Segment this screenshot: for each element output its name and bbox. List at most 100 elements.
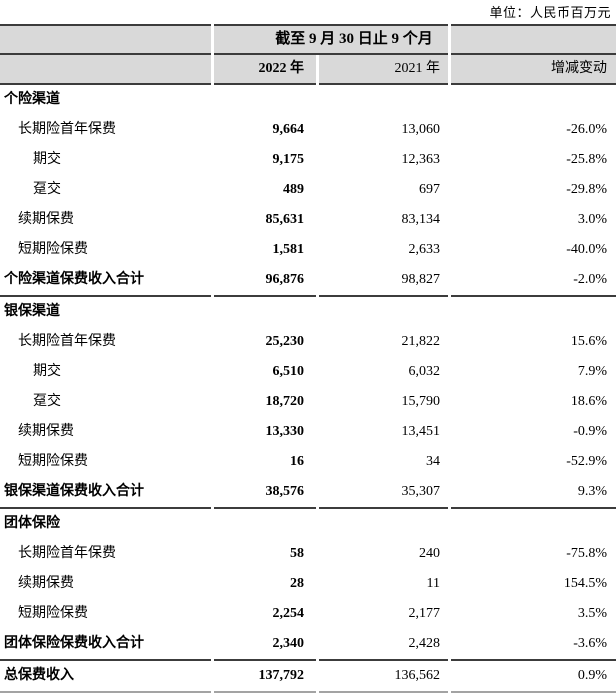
data-row: 续期保费 13,330 13,451 -0.9%: [0, 417, 616, 447]
value-2022-cell: 85,631: [265, 212, 305, 227]
column-header-change: 增减变动: [451, 55, 616, 85]
column-header-row: 2022 年 2021 年 增减变动: [0, 55, 616, 85]
row-label-cell: 长期险首年保费: [18, 122, 116, 137]
change-cell: 18.6%: [570, 394, 608, 409]
data-row: 续期保费 28 11 154.5%: [0, 569, 616, 599]
total-2022-cell: 137,792: [214, 659, 316, 693]
data-row: 趸交 489 697 -29.8%: [0, 175, 616, 205]
value-2022-cell: 1,581: [272, 242, 305, 257]
column-header-2021: 2021 年: [319, 55, 449, 85]
data-row: 团体保险保费收入合计 2,340 2,428 -3.6%: [0, 629, 616, 659]
value-2021-cell: 12,363: [401, 152, 441, 167]
change-cell: 15.6%: [570, 334, 608, 349]
value-2022-cell: 9,175: [272, 152, 305, 167]
row-label-cell: 期交: [33, 152, 61, 167]
change-cell: -26.0%: [566, 122, 608, 137]
data-row: 短期险保费 2,254 2,177 3.5%: [0, 599, 616, 629]
data-row: 趸交 18,720 15,790 18.6%: [0, 387, 616, 417]
value-2021-cell: 11: [426, 576, 441, 591]
value-2021-cell: 697: [419, 182, 441, 197]
section-title-cell: 银保渠道: [0, 295, 211, 327]
value-2022-cell: 2,340: [272, 636, 305, 651]
row-label-cell: 续期保费: [18, 424, 74, 439]
value-2021-cell: 83,134: [401, 212, 441, 227]
value-2022-cell: 25,230: [265, 334, 305, 349]
header-spacer-cell: [0, 55, 211, 85]
value-2021-cell: 13,060: [401, 122, 441, 137]
data-row: 短期险保费 16 34 -52.9%: [0, 447, 616, 477]
header-spacer-cell: [0, 24, 211, 55]
period-header-cell: 截至 9 月 30 日止 9 个月: [214, 24, 449, 55]
section-title-cell: 团体保险: [0, 507, 211, 539]
row-label-cell: 短期险保费: [18, 242, 88, 257]
value-2022-cell: 58: [290, 546, 304, 561]
change-cell: 3.5%: [577, 606, 608, 621]
change-cell: -29.8%: [566, 182, 608, 197]
section-header-row: 银保渠道: [0, 295, 616, 327]
value-2021-cell: 6,032: [408, 364, 441, 379]
value-2022-cell: 96,876: [265, 272, 305, 287]
value-2021-cell: 34: [426, 454, 441, 469]
row-label-cell: 趸交: [33, 394, 61, 409]
value-2022-cell: 2,254: [272, 606, 305, 621]
empty-cell: [319, 85, 448, 115]
value-2022-cell: 9,664: [272, 122, 305, 137]
change-cell: -40.0%: [566, 242, 608, 257]
change-cell: 154.5%: [563, 576, 608, 591]
value-2022-cell: 28: [290, 576, 304, 591]
change-cell: -75.8%: [566, 546, 608, 561]
change-cell: -3.6%: [573, 636, 608, 651]
change-cell: -0.9%: [573, 424, 608, 439]
value-2021-cell: 240: [419, 546, 441, 561]
value-2022-cell: 13,330: [265, 424, 305, 439]
row-label-cell: 团体保险保费收入合计: [4, 636, 144, 651]
empty-cell: [214, 295, 316, 327]
row-label-cell: 续期保费: [18, 212, 74, 227]
change-cell: 7.9%: [577, 364, 608, 379]
empty-cell: [319, 507, 449, 539]
data-row: 个险渠道保费收入合计 96,876 98,827 -2.0%: [0, 265, 616, 295]
change-cell: -25.8%: [566, 152, 608, 167]
value-2021-cell: 98,827: [401, 272, 441, 287]
row-label-cell: 个险渠道保费收入合计: [4, 272, 144, 287]
value-2021-cell: 2,428: [408, 636, 441, 651]
value-2021-cell: 2,633: [408, 242, 441, 257]
data-row: 续期保费 85,631 83,134 3.0%: [0, 205, 616, 235]
value-2022-cell: 6,510: [272, 364, 305, 379]
section-title-cell: 个险渠道: [4, 92, 60, 107]
data-row: 期交 6,510 6,032 7.9%: [0, 357, 616, 387]
total-change-cell: 0.9%: [451, 659, 616, 693]
change-cell: 3.0%: [577, 212, 608, 227]
row-label-cell: 短期险保费: [18, 454, 88, 469]
value-2022-cell: 16: [290, 454, 304, 469]
header-spacer-cell: [451, 24, 616, 55]
premium-income-table: 截至 9 月 30 日止 9 个月 2022 年 2021 年 增减变动 个险渠…: [0, 24, 616, 693]
value-2021-cell: 35,307: [401, 484, 441, 499]
empty-cell: [451, 295, 616, 327]
section-header-row: 团体保险: [0, 507, 616, 539]
empty-cell: [451, 507, 616, 539]
data-row: 短期险保费 1,581 2,633 -40.0%: [0, 235, 616, 265]
data-row: 长期险首年保费 25,230 21,822 15.6%: [0, 327, 616, 357]
change-cell: 9.3%: [577, 484, 608, 499]
change-cell: -2.0%: [573, 272, 608, 287]
empty-cell: [214, 85, 316, 115]
column-header-2022: 2022 年: [214, 55, 316, 85]
period-header-row: 截至 9 月 30 日止 9 个月: [0, 24, 616, 55]
value-2022-cell: 18,720: [265, 394, 305, 409]
data-row: 长期险首年保费 9,664 13,060 -26.0%: [0, 115, 616, 145]
data-row: 银保渠道保费收入合计 38,576 35,307 9.3%: [0, 477, 616, 507]
total-label-cell: 总保费收入: [0, 659, 211, 693]
value-2022-cell: 38,576: [265, 484, 305, 499]
row-label-cell: 短期险保费: [18, 606, 88, 621]
section-header-row: 个险渠道: [0, 85, 616, 115]
empty-cell: [319, 295, 449, 327]
row-label-cell: 银保渠道保费收入合计: [4, 484, 144, 499]
data-row: 期交 9,175 12,363 -25.8%: [0, 145, 616, 175]
row-label-cell: 趸交: [33, 182, 61, 197]
row-label-cell: 续期保费: [18, 576, 74, 591]
total-2021-cell: 136,562: [319, 659, 449, 693]
empty-cell: [214, 507, 316, 539]
change-cell: -52.9%: [566, 454, 608, 469]
